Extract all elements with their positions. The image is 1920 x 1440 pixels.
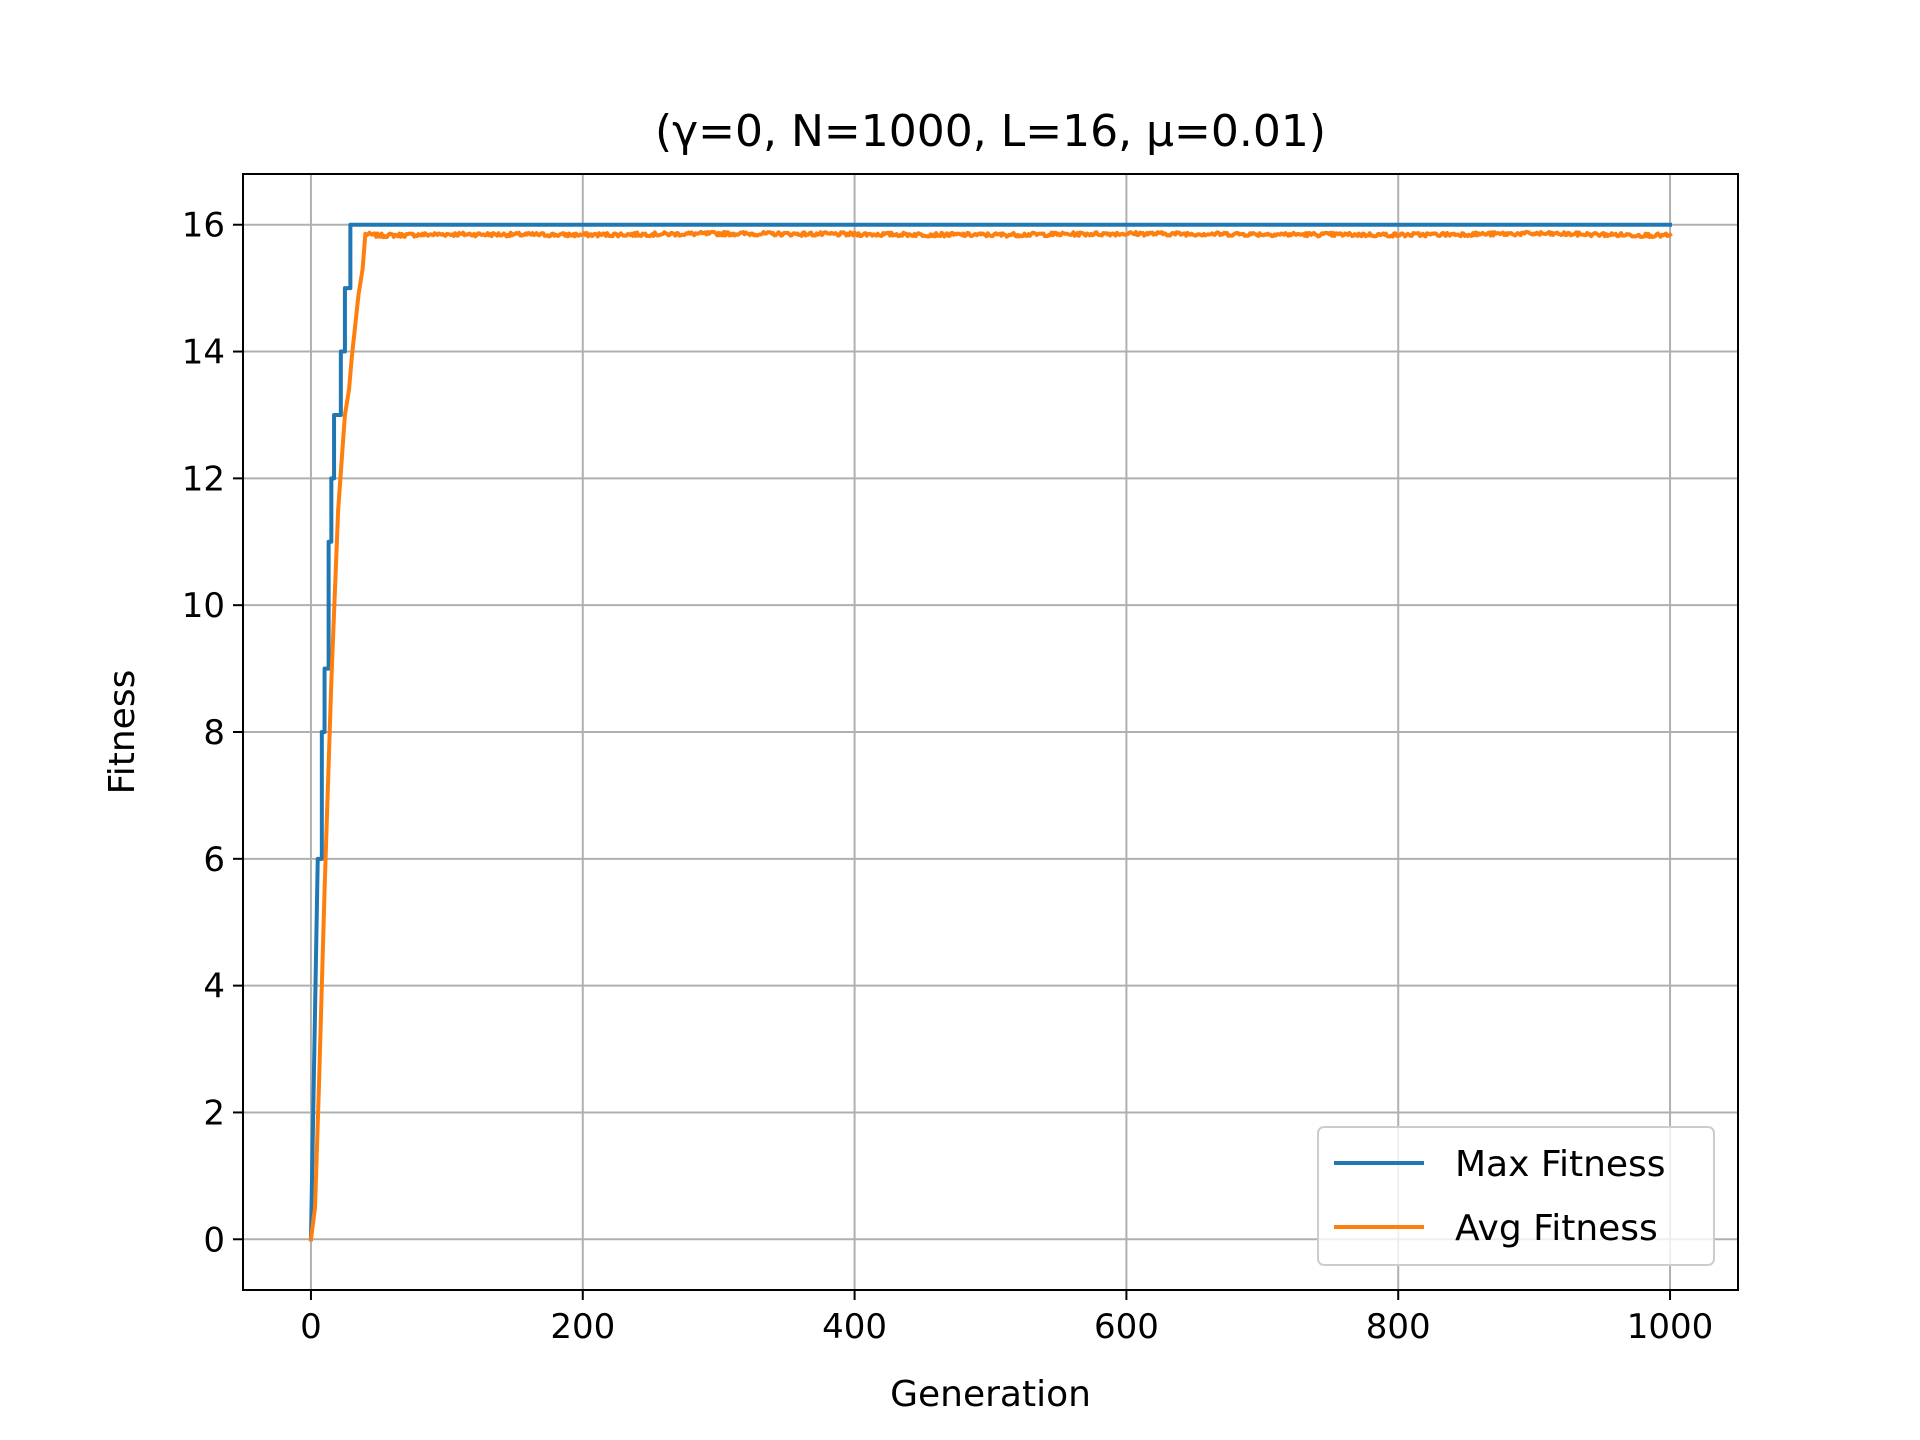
- axis-ticks: 0 200 400 600 800 1000 0 2 4 6 8 10 12 14 16: [182, 206, 1714, 1347]
- y-tick-label: 2: [203, 1093, 225, 1133]
- y-tick-label: 10: [182, 586, 225, 626]
- series-lines: [308, 222, 1673, 1242]
- legend-label-max-fitness: Max Fitness: [1455, 1144, 1666, 1185]
- y-tick-label: 6: [203, 840, 225, 880]
- legend: Max Fitness Avg Fitness: [1317, 1126, 1715, 1266]
- x-tick-label: 1000: [1627, 1307, 1714, 1347]
- y-axis-label: Fitness: [102, 670, 143, 795]
- legend-label-avg-fitness: Avg Fitness: [1455, 1208, 1658, 1249]
- y-tick-label: 12: [182, 459, 225, 499]
- x-tick-label: 800: [1366, 1307, 1431, 1347]
- x-tick-label: 600: [1094, 1307, 1159, 1347]
- y-tick-label: 14: [182, 333, 225, 373]
- y-tick-label: 4: [203, 967, 225, 1007]
- y-tick-label: 8: [203, 713, 225, 753]
- y-tick-label: 0: [203, 1220, 225, 1260]
- x-axis-label: Generation: [890, 1374, 1091, 1415]
- series-line-max-fitness: [308, 222, 1673, 1242]
- x-tick-label: 0: [300, 1307, 322, 1347]
- x-tick-label: 200: [550, 1307, 615, 1347]
- y-tick-label: 16: [182, 206, 225, 246]
- chart-title: (γ=0, N=1000, L=16, μ=0.01): [655, 106, 1326, 157]
- series-line-avg-fitness: [308, 229, 1673, 1242]
- x-tick-label: 400: [822, 1307, 887, 1347]
